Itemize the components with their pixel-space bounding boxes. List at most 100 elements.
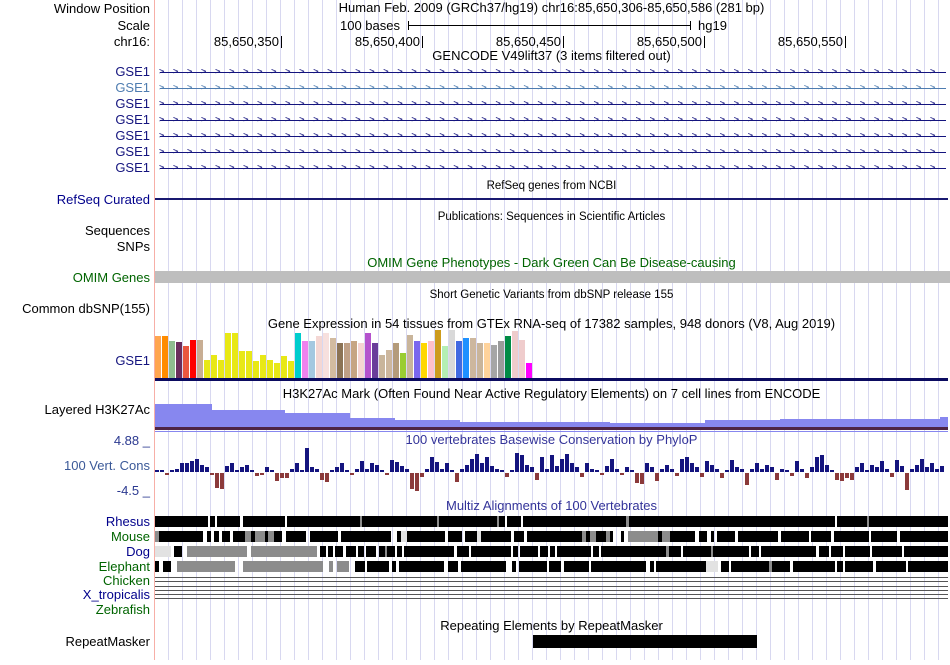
alignment-segment[interactable] — [155, 531, 159, 542]
phylop-positive-bar[interactable] — [880, 461, 884, 472]
phylop-positive-bar[interactable] — [680, 459, 684, 472]
phylop-positive-bar[interactable] — [160, 470, 164, 472]
alignment-segment[interactable] — [346, 546, 356, 557]
phylop-positive-bar[interactable] — [530, 467, 534, 472]
gtex-tissue-bar[interactable] — [225, 333, 231, 378]
phylop-positive-bar[interactable] — [365, 469, 369, 472]
alignment-segment[interactable] — [650, 561, 654, 572]
alignment-segment[interactable] — [713, 546, 749, 557]
gtex-tissue-bar[interactable] — [484, 343, 490, 378]
phylop-negative-bar[interactable] — [655, 473, 659, 481]
gtex-tissue-bar[interactable] — [400, 353, 406, 378]
alignment-segment[interactable] — [610, 531, 613, 542]
alignment-segment[interactable] — [251, 546, 317, 557]
gene-row-label[interactable]: GSE1 — [115, 64, 150, 79]
h3k27ac-signal-area[interactable] — [940, 417, 948, 430]
phylop-positive-bar[interactable] — [825, 465, 829, 472]
phylop-negative-bar[interactable] — [385, 473, 389, 475]
phylop-positive-bar[interactable] — [740, 469, 744, 472]
publications-track-title[interactable]: Publications: Sequences in Scientific Ar… — [437, 211, 666, 223]
alignment-segment[interactable] — [448, 531, 462, 542]
phylop-positive-bar[interactable] — [735, 467, 739, 472]
phylop-positive-bar[interactable] — [895, 460, 899, 472]
phylop-positive-bar[interactable] — [615, 469, 619, 472]
phylop-negative-bar[interactable] — [600, 473, 604, 475]
alignment-segment[interactable] — [596, 531, 606, 542]
phylop-negative-bar[interactable] — [835, 473, 839, 480]
h3k27ac-signal-area[interactable] — [780, 419, 940, 430]
gene-transcript-line[interactable] — [160, 72, 946, 73]
phylop-positive-bar[interactable] — [480, 463, 484, 472]
phylop-negative-bar[interactable] — [410, 473, 414, 489]
phylop-positive-bar[interactable] — [355, 469, 359, 472]
alignment-segment[interactable] — [286, 531, 306, 542]
phylop-positive-bar[interactable] — [175, 469, 179, 472]
phylop-positive-bar[interactable] — [690, 463, 694, 472]
phylop-negative-bar[interactable] — [275, 473, 279, 481]
gtex-tissue-bar[interactable] — [526, 363, 532, 378]
alignment-segment[interactable] — [471, 546, 511, 557]
alignment-segment[interactable] — [590, 531, 596, 542]
h3k27ac-signal-area[interactable] — [155, 404, 212, 430]
gtex-tissue-bar[interactable] — [435, 330, 441, 378]
alignment-segment[interactable] — [287, 516, 360, 527]
alignment-segment[interactable] — [477, 531, 481, 542]
alignment-segment[interactable] — [513, 546, 518, 557]
phylop-positive-bar[interactable] — [570, 463, 574, 472]
gtex-tissue-bar[interactable] — [176, 342, 182, 378]
alignment-thin-line[interactable] — [155, 586, 948, 587]
gtex-tissue-bar[interactable] — [190, 340, 196, 378]
gtex-tissue-bar[interactable] — [358, 343, 364, 378]
omim-track-title[interactable]: OMIM Gene Phenotypes - Dark Green Can Be… — [367, 255, 736, 270]
phylop-positive-bar[interactable] — [915, 465, 919, 472]
alignment-segment[interactable] — [670, 531, 695, 542]
phylop-negative-bar[interactable] — [215, 473, 219, 488]
alignment-segment[interactable] — [222, 531, 230, 542]
phylop-positive-bar[interactable] — [170, 470, 174, 472]
phylop-positive-bar[interactable] — [660, 469, 664, 472]
phylop-positive-bar[interactable] — [460, 469, 464, 472]
phylop-negative-bar[interactable] — [840, 473, 844, 481]
phylop-positive-bar[interactable] — [265, 467, 269, 472]
phylop-positive-bar[interactable] — [315, 469, 319, 472]
phylop-positive-bar[interactable] — [370, 463, 374, 472]
alignment-segment[interactable] — [711, 546, 713, 557]
phylop-positive-bar[interactable] — [340, 463, 344, 472]
gtex-tissue-bar[interactable] — [330, 338, 336, 378]
alignment-segment[interactable] — [761, 546, 816, 557]
alignment-segment[interactable] — [507, 516, 521, 527]
species-label[interactable]: Elephant — [98, 559, 150, 574]
alignment-segment[interactable] — [582, 531, 586, 542]
phylop-positive-bar[interactable] — [545, 469, 549, 472]
phylop-positive-bar[interactable] — [810, 467, 814, 472]
species-label[interactable]: Zebrafish — [95, 602, 150, 617]
alignment-segment[interactable] — [401, 531, 407, 542]
alignment-segment[interactable] — [669, 546, 681, 557]
phylop-positive-bar[interactable] — [800, 469, 804, 472]
phylop-positive-bar[interactable] — [520, 455, 524, 472]
alignment-segment[interactable] — [392, 561, 396, 572]
alignment-segment[interactable] — [769, 561, 772, 572]
gtex-tissue-bar[interactable] — [491, 345, 497, 378]
gtex-tissue-bar[interactable] — [162, 336, 168, 378]
phylop-negative-bar[interactable] — [675, 473, 679, 476]
phylop-positive-bar[interactable] — [760, 469, 764, 472]
phylop-positive-bar[interactable] — [300, 470, 304, 472]
alignment-segment[interactable] — [831, 546, 843, 557]
alignment-segment[interactable] — [601, 546, 666, 557]
alignment-segment[interactable] — [564, 561, 589, 572]
phylop-negative-bar[interactable] — [325, 473, 329, 482]
phylop-positive-bar[interactable] — [630, 470, 634, 472]
layered-h3k27ac-label[interactable]: Layered H3K27Ac — [44, 402, 150, 417]
phylop-positive-bar[interactable] — [435, 462, 439, 472]
alignment-segment[interactable] — [437, 516, 439, 527]
alignment-thin-line[interactable] — [155, 590, 948, 591]
alignment-segment[interactable] — [793, 561, 835, 572]
alignment-segment[interactable] — [527, 531, 582, 542]
phylop-positive-bar[interactable] — [335, 467, 339, 472]
alignment-segment[interactable] — [593, 546, 599, 557]
gtex-tissue-bar[interactable] — [316, 336, 322, 378]
phylop-negative-bar[interactable] — [745, 473, 749, 485]
gtex-tissue-bar[interactable] — [267, 360, 273, 378]
alignment-segment[interactable] — [666, 546, 669, 557]
